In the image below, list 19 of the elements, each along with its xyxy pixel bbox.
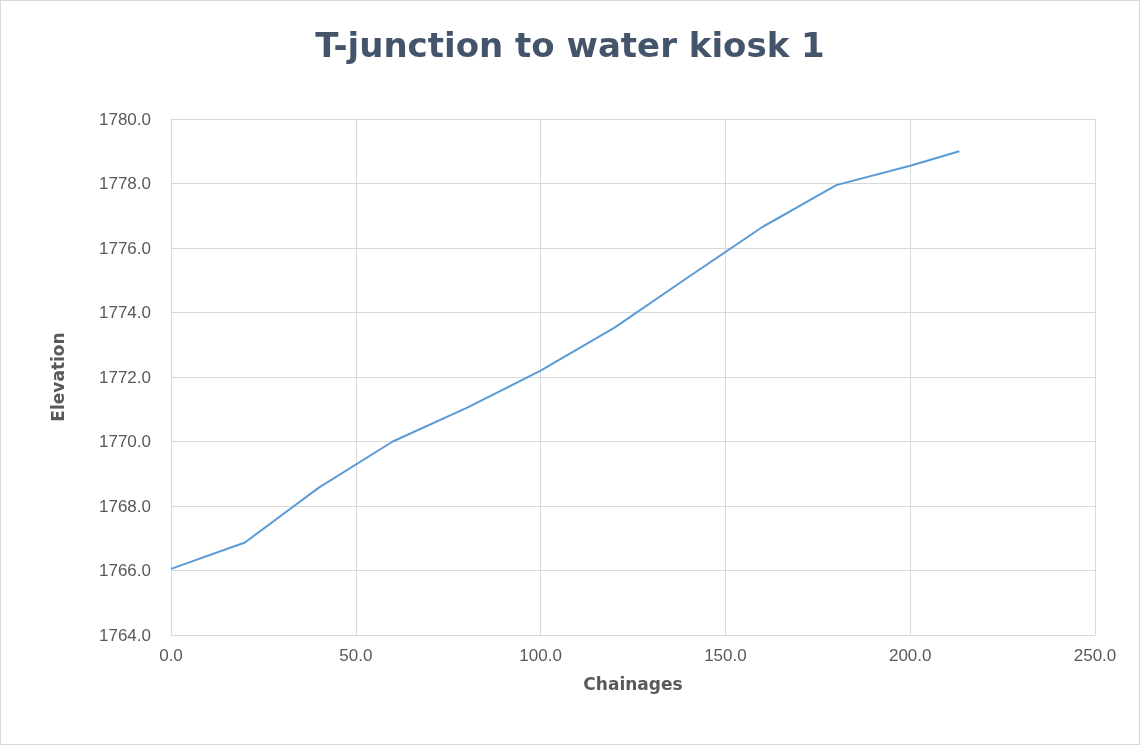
line-series	[170, 150, 961, 570]
x-tick-label: 0.0	[159, 646, 183, 665]
y-tick-label: 1776.0	[99, 238, 151, 258]
y-tick-label: 1780.0	[99, 109, 151, 129]
x-tick-label: 50.0	[339, 646, 373, 665]
y-tick-label: 1764.0	[99, 625, 151, 645]
x-axis-title: Chainages	[583, 673, 683, 694]
y-tick-label: 1768.0	[99, 496, 151, 516]
y-tick-label: 1772.0	[99, 367, 151, 387]
chart-title: T-junction to water kiosk 1	[315, 25, 825, 65]
y-tick-label: 1770.0	[99, 432, 151, 451]
x-tick-label: 100.0	[519, 646, 562, 665]
x-tick-label: 150.0	[704, 646, 747, 665]
y-axis-title: Elevation	[47, 332, 68, 422]
y-tick-label: 1766.0	[99, 561, 151, 580]
x-tick-label: 200.0	[888, 646, 932, 665]
y-tick-label: 1778.0	[99, 174, 151, 193]
x-tick-label: 250.0	[1073, 646, 1117, 665]
y-tick-label: 1774.0	[99, 303, 151, 322]
